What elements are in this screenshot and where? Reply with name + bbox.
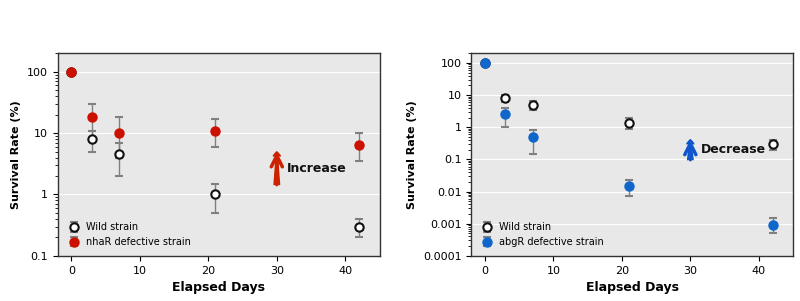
Legend: Wild strain, nhaR defective strain: Wild strain, nhaR defective strain <box>62 218 194 251</box>
Legend: Wild strain, abgR defective strain: Wild strain, abgR defective strain <box>476 218 608 251</box>
Y-axis label: Survival Rate (%): Survival Rate (%) <box>407 100 418 209</box>
X-axis label: Elapsed Days: Elapsed Days <box>172 281 265 294</box>
X-axis label: Elapsed Days: Elapsed Days <box>586 281 678 294</box>
Y-axis label: Survival Rate (%): Survival Rate (%) <box>11 100 22 209</box>
Text: Decrease: Decrease <box>701 143 766 156</box>
Text: Increase: Increase <box>287 162 347 175</box>
